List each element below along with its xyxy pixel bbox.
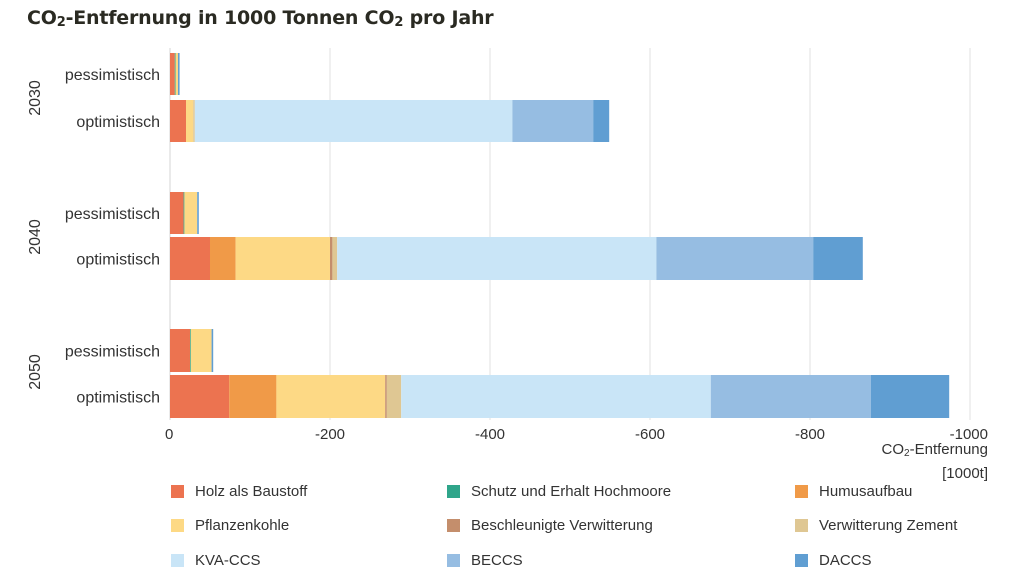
- group-label-2050: 2050: [27, 354, 44, 390]
- bar-segment-daccs: [813, 237, 863, 280]
- row-label-pessimistisch: pessimistisch: [65, 67, 160, 84]
- legend-label: DACCS: [819, 552, 872, 569]
- legend-item: Verwitterung Zement: [795, 517, 957, 534]
- legend-label: Pflanzenkohle: [195, 517, 290, 534]
- bar-segment-pflanzenkohle: [276, 375, 386, 418]
- bar-segment-schutz-und-erhalt-hochmoore: [183, 192, 185, 234]
- bar-segment-holz-als-baustoff: [170, 329, 190, 372]
- bar-segment-holz-als-baustoff: [170, 375, 230, 418]
- bar-segment-humusaufbau: [229, 375, 277, 418]
- title-text-1: CO: [27, 7, 57, 29]
- bar-segment-schutz-und-erhalt-hochmoore: [174, 53, 176, 95]
- bar-segment-schutz-und-erhalt-hochmoore: [190, 329, 191, 372]
- legend-item: Schutz und Erhalt Hochmoore: [447, 483, 671, 500]
- legend-swatch: [795, 554, 808, 567]
- bar-segment-verwitterung-zement: [332, 237, 338, 280]
- bar-segment-beschleunigte-verwitterung: [330, 237, 333, 280]
- legend-item: Humusaufbau: [795, 483, 912, 500]
- x-axis-unit: [1000t]: [942, 465, 988, 482]
- bar-segment-kva-ccs: [337, 237, 657, 280]
- legend-swatch: [171, 554, 184, 567]
- legend-label: Holz als Baustoff: [195, 483, 308, 500]
- row-label-optimistisch: optimistisch: [76, 252, 160, 269]
- x-tick-label: -200: [315, 426, 345, 443]
- x-tick-label: 0: [165, 426, 173, 443]
- title-subscript-2: 2: [394, 15, 404, 30]
- bar-segment-daccs: [178, 53, 180, 95]
- bar-segment-daccs: [593, 100, 610, 142]
- bar-segment-pflanzenkohle: [235, 237, 330, 280]
- legend-item: BECCS: [447, 552, 523, 569]
- row-label-pessimistisch: pessimistisch: [65, 206, 160, 223]
- x-tick-label: -800: [795, 426, 825, 443]
- bar-segment-beschleunigte-verwitterung: [385, 375, 387, 418]
- bar-segment-pflanzenkohle: [186, 100, 194, 142]
- group-label-2030: 2030: [27, 80, 44, 116]
- legend-swatch: [447, 485, 460, 498]
- bar-segment-beccs: [710, 375, 871, 418]
- bar-segment-verwitterung-zement: [193, 100, 195, 142]
- bar-segment-pflanzenkohle: [184, 192, 198, 234]
- chart-title: CO2-Entfernung in 1000 Tonnen CO2 pro Ja…: [27, 7, 494, 30]
- legend-item: DACCS: [795, 552, 872, 569]
- bar-segment-holz-als-baustoff: [170, 192, 184, 234]
- title-subscript-1: 2: [56, 15, 66, 30]
- x-axis-label: CO2-Entfernung [1000t]: [882, 440, 988, 484]
- legend-label: Schutz und Erhalt Hochmoore: [471, 483, 672, 500]
- legend-swatch: [795, 485, 808, 498]
- bar-segment-verwitterung-zement: [386, 375, 402, 418]
- bar-segment-beccs: [656, 237, 814, 280]
- x-tick-label: -1000: [950, 426, 988, 443]
- legend-label: Beschleunigte Verwitterung: [471, 517, 653, 534]
- row-label-pessimistisch: pessimistisch: [65, 344, 160, 361]
- legend-item: Beschleunigte Verwitterung: [447, 517, 653, 534]
- bar-segment-kva-ccs: [401, 375, 711, 418]
- bar-segment-kva-ccs: [194, 100, 513, 142]
- legend-swatch: [171, 485, 184, 498]
- row-label-optimistisch: optimistisch: [76, 114, 160, 131]
- x-axis-label-text: CO: [881, 441, 905, 458]
- row-label-optimistisch: optimistisch: [76, 390, 160, 407]
- legend-label: BECCS: [471, 552, 523, 569]
- bar-segment-holz-als-baustoff: [170, 53, 175, 95]
- bar-segment-beccs: [512, 100, 594, 142]
- legend-swatch: [171, 519, 184, 532]
- title-text-2: -Entfernung in 1000 Tonnen CO: [65, 7, 395, 29]
- x-axis-label-subscript: 2: [904, 448, 910, 459]
- legend-label: KVA-CCS: [195, 552, 261, 569]
- bar-segment-daccs: [870, 375, 950, 418]
- bar-segment-pflanzenkohle: [190, 329, 212, 372]
- bar-segment-humusaufbau: [210, 237, 236, 280]
- x-axis-label-text-2: -Entfernung: [909, 441, 988, 458]
- legend-swatch: [795, 519, 808, 532]
- bar-segment-daccs: [197, 192, 199, 234]
- bar-segment-pflanzenkohle: [175, 53, 178, 95]
- group-label-2040: 2040: [27, 219, 44, 255]
- bar-segment-daccs: [211, 329, 214, 372]
- bar-segment-holz-als-baustoff: [170, 100, 186, 142]
- legend-item: Holz als Baustoff: [171, 483, 307, 500]
- legend-item: KVA-CCS: [171, 552, 261, 569]
- title-text-3: pro Jahr: [403, 7, 494, 29]
- x-tick-label: -600: [635, 426, 665, 443]
- legend-label: Humusaufbau: [819, 483, 913, 500]
- x-tick-label: -400: [475, 426, 505, 443]
- legend-label: Verwitterung Zement: [819, 517, 958, 534]
- legend-swatch: [447, 519, 460, 532]
- bar-segment-holz-als-baustoff: [170, 237, 210, 280]
- legend-swatch: [447, 554, 460, 567]
- legend-item: Pflanzenkohle: [171, 517, 289, 534]
